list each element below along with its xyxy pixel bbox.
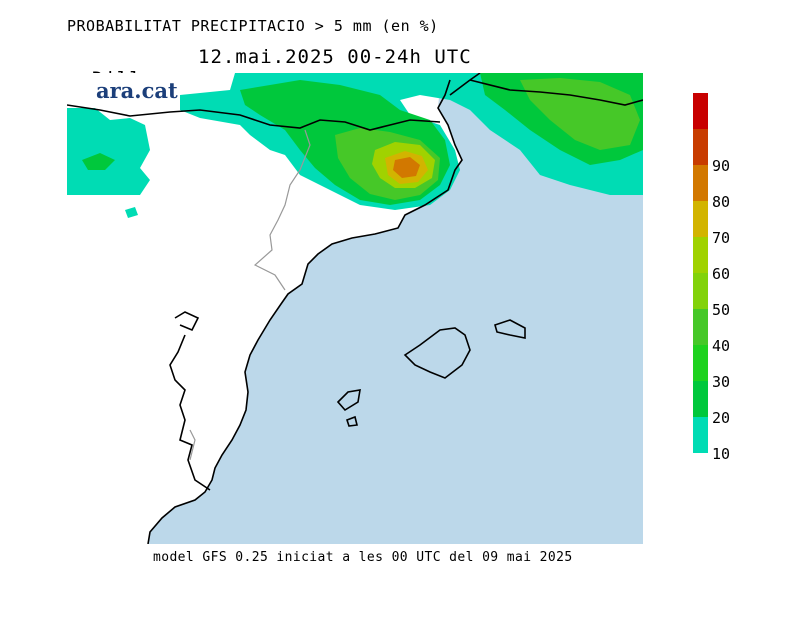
model-footnote: model GFS 0.25 iniciat a les 00 UTC del … bbox=[153, 550, 573, 565]
legend-swatch bbox=[693, 93, 708, 129]
prob-70-region bbox=[393, 157, 420, 178]
ibiza-coastline bbox=[336, 389, 361, 412]
prob-10-region bbox=[125, 207, 138, 218]
legend-swatch bbox=[693, 417, 708, 453]
legend-swatch bbox=[693, 345, 708, 381]
legend-label: 50 bbox=[712, 301, 730, 319]
legend-label: 80 bbox=[712, 193, 730, 211]
legend-label: 30 bbox=[712, 373, 730, 391]
prob-10-region bbox=[67, 108, 150, 195]
legend-label: 10 bbox=[712, 445, 730, 463]
probability-legend: 10 20 30 40 50 60 70 80 90 bbox=[693, 93, 730, 463]
legend-label: 60 bbox=[712, 265, 730, 283]
legend-swatch bbox=[693, 309, 708, 345]
regional-border bbox=[189, 129, 311, 461]
precip-contours bbox=[67, 73, 643, 218]
ara-cat-logo: ara.cat bbox=[96, 78, 178, 103]
legend-label: 90 bbox=[712, 157, 730, 175]
map-title: PROBABILITAT PRECIPITACIO > 5 mm (en %) bbox=[67, 17, 439, 35]
legend-label: 40 bbox=[712, 337, 730, 355]
legend-swatch bbox=[693, 273, 708, 309]
coastlines bbox=[67, 73, 643, 544]
legend-swatch bbox=[693, 237, 708, 273]
prob-20-region bbox=[82, 153, 115, 170]
legend-swatch bbox=[693, 129, 708, 165]
france-inland-border bbox=[469, 79, 643, 106]
legend-swatch bbox=[693, 201, 708, 237]
prob-30-region bbox=[520, 78, 640, 150]
legend-label: 20 bbox=[712, 409, 730, 427]
legend-swatch bbox=[693, 381, 708, 417]
mallorca-coastline bbox=[403, 327, 471, 379]
northern-border bbox=[67, 104, 441, 131]
gulf-lion-sea bbox=[400, 95, 643, 544]
legend-swatch bbox=[693, 165, 708, 201]
formentera-coastline bbox=[345, 415, 358, 427]
western-outline bbox=[169, 311, 211, 491]
mainland-coastline bbox=[147, 79, 463, 544]
period-label: 12.mai.2025 00-24h UTC bbox=[198, 46, 472, 68]
map-area bbox=[67, 73, 643, 544]
legend-label: 70 bbox=[712, 229, 730, 247]
menorca-coastline bbox=[494, 319, 526, 339]
